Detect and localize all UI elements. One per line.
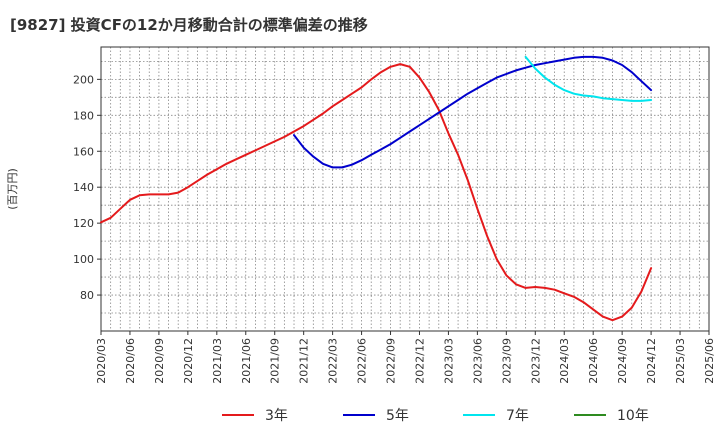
x-tick-label: 2020/12 xyxy=(182,338,195,384)
x-tick-label: 2023/03 xyxy=(442,338,455,384)
series-line-2 xyxy=(293,55,653,169)
series-line-1 xyxy=(100,63,653,322)
y-axis-label: (百万円) xyxy=(6,168,19,210)
y-tick-label: 160 xyxy=(73,145,94,158)
x-tick-label: 2020/06 xyxy=(124,338,137,384)
chart-title: [9827] 投資CFの12か月移動合計の標準偏差の推移 xyxy=(10,16,368,34)
y-tick-label: 200 xyxy=(73,73,94,86)
legend-label-2: 5年 xyxy=(386,408,409,424)
x-tick-label: 2024/06 xyxy=(587,338,600,384)
x-tick-label: 2020/09 xyxy=(153,338,166,384)
x-tick-label: 2022/06 xyxy=(356,338,369,384)
x-tick-label: 2020/03 xyxy=(95,338,108,384)
x-tick-label: 2021/03 xyxy=(211,338,224,384)
x-tick-label: 2023/12 xyxy=(529,338,542,384)
x-tick-label: 2021/06 xyxy=(240,338,253,384)
y-tick-label: 180 xyxy=(73,109,94,122)
y-tick-label: 120 xyxy=(73,217,94,230)
legend-label-4: 10年 xyxy=(617,408,649,424)
legend-label-1: 3年 xyxy=(265,408,288,424)
series-line-3 xyxy=(524,55,653,102)
x-tick-label: 2021/09 xyxy=(269,338,282,384)
x-tick-label: 2024/03 xyxy=(558,338,571,384)
y-tick-label: 140 xyxy=(73,181,94,194)
x-tick-label: 2025/06 xyxy=(703,338,716,384)
x-tick-label: 2023/06 xyxy=(471,338,484,384)
x-tick-label: 2022/03 xyxy=(327,338,340,384)
x-tick-label: 2024/09 xyxy=(616,338,629,384)
x-tick-label: 2025/03 xyxy=(674,338,687,384)
legend-label-3: 7年 xyxy=(506,408,529,424)
x-tick-label: 2024/12 xyxy=(645,338,658,384)
plot-area xyxy=(101,47,709,331)
x-tick-label: 2023/09 xyxy=(500,338,513,384)
y-tick-label: 100 xyxy=(73,253,94,266)
y-tick-label: 80 xyxy=(80,289,94,302)
plot-frame xyxy=(100,46,710,332)
x-tick-label: 2022/09 xyxy=(385,338,398,384)
x-tick-label: 2022/12 xyxy=(413,338,426,384)
x-tick-label: 2021/12 xyxy=(298,338,311,384)
